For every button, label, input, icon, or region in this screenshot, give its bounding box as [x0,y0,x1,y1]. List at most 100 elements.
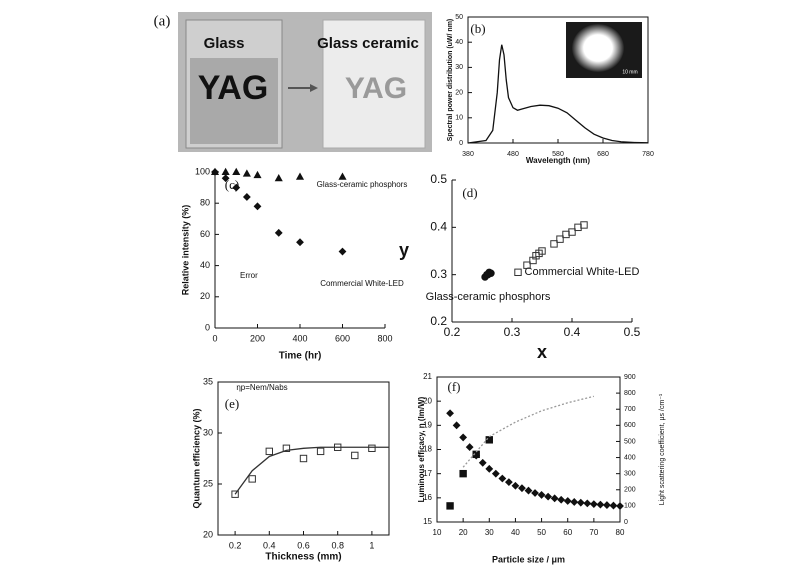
y2-tick-label: 600 [624,422,636,429]
y2-tick-label: 900 [624,374,636,381]
sample-text: YAG [198,69,269,107]
marker [368,444,376,453]
marker [485,464,494,473]
marker [274,228,283,237]
x-tick-label: 200 [250,333,265,343]
x-tick-label: 80 [616,528,625,537]
y-tick-label: 100 [195,166,210,176]
inset-label: 10 mm [622,69,637,75]
marker [568,228,576,236]
x-tick-label: 0.2 [229,540,242,550]
panel-label: (e) [225,396,239,411]
data-line [234,446,389,495]
marker [242,193,251,201]
marker [596,500,605,509]
marker [221,174,230,183]
marker [316,447,325,456]
marker [498,474,507,483]
x-tick-label: 0.5 [624,325,641,339]
y2-tick-label: 300 [624,471,636,478]
x-tick-label: 580 [552,151,564,158]
marker [487,269,495,277]
x-axis-label: x [537,342,547,362]
annotation: ηp=Nem/Nabs [236,383,287,392]
x-tick-label: 30 [485,528,494,537]
marker [211,168,219,176]
annotation: Error [240,271,258,280]
x-tick-label: 1 [369,540,374,550]
y2-tick-label: 100 [624,503,636,510]
marker [446,409,454,418]
x-tick-label: 0.3 [504,325,521,339]
y-tick-label: 40 [200,260,210,270]
x-axis-label: Time (hr) [279,351,322,362]
x-axis-label: Wavelength (nm) [526,156,590,165]
inset: 10 mm [566,22,642,78]
plot-frame [436,376,621,523]
x-tick-label: 0.6 [297,540,310,550]
marker [232,167,241,176]
y-tick-label: 0.3 [430,267,447,281]
sample-caption: Glass [204,35,245,52]
y-tick-label: 21 [423,372,432,381]
x-tick-label: 0 [212,333,217,343]
x-tick-label: 0.2 [444,325,461,339]
x-tick-label: 0.4 [564,325,581,339]
x-tick-label: 400 [292,333,307,343]
y2-tick-label: 400 [624,454,636,461]
marker [452,421,461,430]
y-tick-label: 30 [203,427,213,437]
panel-label: (d) [462,185,477,200]
glass-ceramic-sample [322,19,426,149]
marker [248,475,256,483]
panel-label: (f) [448,379,461,394]
x-tick-label: 10 [433,528,442,537]
marker [514,268,522,277]
y-tick-label: 40 [455,39,463,46]
marker [465,443,474,451]
marker [538,247,546,255]
y-tick-label: 20 [203,529,213,539]
x-tick-label: 380 [462,151,474,158]
y-tick-label: 25 [203,478,213,488]
x-tick-label: 480 [507,151,519,158]
y-tick-label: 35 [203,376,213,386]
y-axis-label: y [399,240,409,260]
y-tick-label: 60 [200,229,210,239]
marker [459,433,468,442]
marker [523,261,531,269]
marker [446,502,454,510]
marker [544,492,553,501]
y-tick-label: 20 [423,396,432,405]
y-axis-label: Spectral power distribution (uW/ nm) [447,19,454,142]
marker [563,497,572,505]
annotation: Commercial White-LED [525,266,640,278]
marker [574,223,582,232]
x-tick-label: 70 [589,528,598,537]
x-tick-label: 60 [563,528,572,537]
y2-tick-label: 800 [624,390,636,397]
marker [504,478,513,487]
marker [491,469,500,478]
y-tick-label: 0 [459,140,463,147]
marker [282,444,291,453]
marker [550,494,559,503]
x-tick-label: 50 [537,528,546,537]
marker [511,481,520,490]
marker [616,502,624,510]
marker [589,500,598,509]
panel-label: (b) [470,21,485,36]
y-tick-label: 80 [200,198,210,208]
marker [299,454,308,463]
x-tick-label: 0.4 [263,540,276,550]
marker [459,469,467,478]
marker [265,447,274,456]
marker [338,247,347,256]
x-tick-label: 0.8 [331,540,344,550]
marker [296,238,304,247]
y2-tick-label: 0 [624,519,628,526]
x-tick-label: 600 [335,333,350,343]
marker [609,501,618,510]
annotation: Commercial White-LED [320,279,404,288]
y-tick-label: 15 [423,517,432,526]
